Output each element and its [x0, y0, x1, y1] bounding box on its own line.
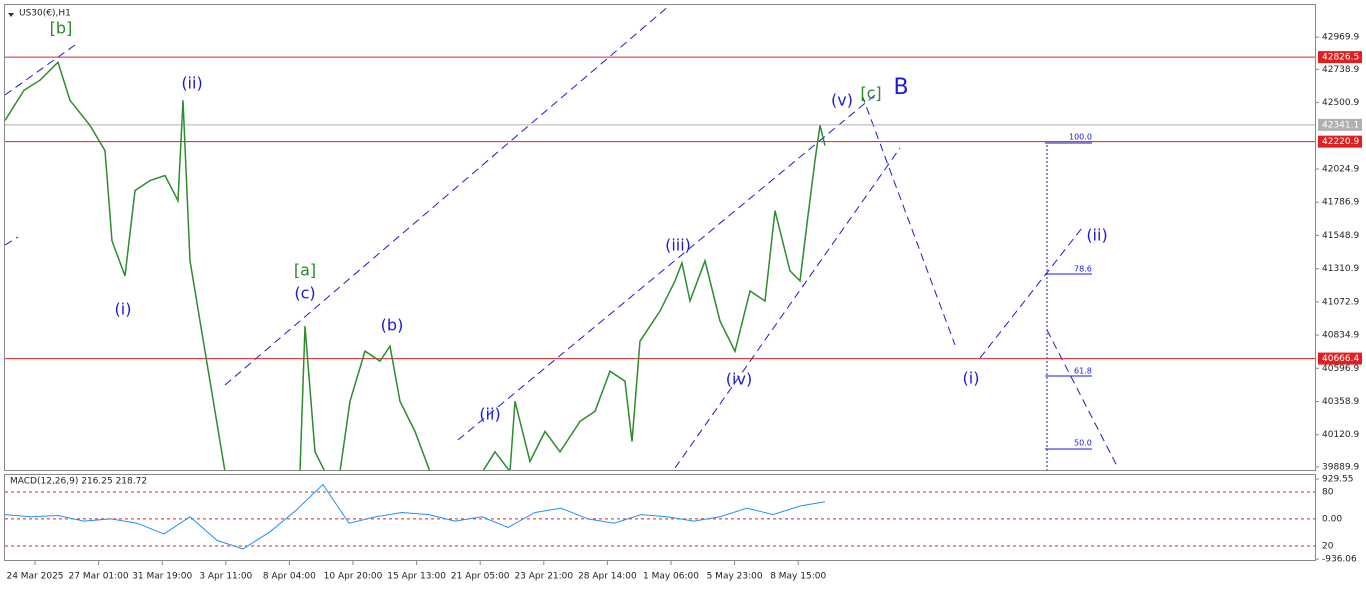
wave-label: [a]	[294, 261, 316, 280]
wave-label: (i)	[115, 300, 132, 319]
x-tick-label: 24 Mar 2025	[6, 572, 63, 582]
macd-level-label: 80	[1322, 488, 1334, 498]
level-badge	[1318, 51, 1362, 64]
macd-tick-label: 929.55	[1322, 475, 1354, 485]
y-tick-label: 42738.9	[1322, 65, 1359, 75]
level-label: 42826.5	[1322, 53, 1359, 63]
wave-label: (iv)	[726, 370, 752, 389]
price-plot	[5, 56, 1315, 470]
price-line	[5, 60, 826, 470]
fib-label: 61.8	[1074, 367, 1092, 376]
level-badge	[1318, 135, 1362, 148]
macd-tick-label: 0.00	[1322, 514, 1342, 524]
trendlines	[5, 5, 1119, 470]
x-tick-label: 15 Apr 13:00	[387, 572, 446, 582]
x-tick-label: 3 Apr 11:00	[199, 572, 252, 582]
x-tick-label: 21 Apr 05:00	[451, 572, 510, 582]
y-tick-label: 41072.9	[1322, 297, 1359, 307]
macd-pane	[4, 474, 1316, 561]
macd-level-label: 20	[1322, 542, 1334, 552]
menu-arrow[interactable]	[8, 13, 14, 17]
y-tick-label: 42024.9	[1322, 164, 1359, 174]
symbol: US30(€),H1	[19, 9, 71, 19]
x-tick-label: 31 Mar 19:00	[132, 572, 192, 582]
wave-label: B	[893, 75, 908, 100]
y-tick-label: 40834.9	[1322, 331, 1359, 341]
wave-label: [b]	[50, 19, 73, 38]
y-tick-label: 40596.9	[1322, 364, 1359, 374]
macd-tick-label: -936.06	[1322, 555, 1357, 565]
y-tick-label: 40120.9	[1322, 430, 1359, 440]
wave-label: (iii)	[665, 236, 691, 255]
wave-label: (c)	[294, 284, 315, 303]
level-label: 42220.9	[1322, 137, 1359, 147]
fib-label: 50.0	[1074, 439, 1092, 448]
x-tick-label: 8 May 15:00	[770, 572, 826, 582]
wave-label: (ii)	[181, 74, 202, 93]
wave-label: [c]	[860, 84, 881, 103]
fib-label: 100.0	[1069, 133, 1092, 142]
x-tick-label: 28 Apr 14:00	[578, 572, 637, 582]
fib-label: 78.6	[1074, 265, 1092, 274]
price-pane	[4, 4, 1316, 471]
macd-title: MACD(12,26,9) 216.25 218.72	[10, 477, 147, 487]
wave-label: (v)	[831, 91, 853, 110]
level-label: 40666.4	[1322, 354, 1359, 364]
y-tick-label: 42969.9	[1322, 33, 1359, 43]
x-tick-label: 5 May 23:00	[707, 572, 763, 582]
wave-label: (ii)	[1086, 226, 1107, 245]
wave-label: (ii)	[479, 405, 500, 424]
y-tick-label: 40358.9	[1322, 397, 1359, 407]
y-tick-label: 41310.9	[1322, 264, 1359, 274]
x-tick-label: 23 Apr 21:00	[514, 572, 573, 582]
level-label: 42341.1	[1322, 120, 1359, 130]
wave-label: (i)	[963, 369, 980, 388]
wave-label: (b)	[381, 316, 404, 335]
level-badge	[1318, 352, 1362, 365]
x-tick-label: 10 Apr 20:00	[324, 572, 383, 582]
y-tick-label: 42500.9	[1322, 98, 1359, 108]
x-tick-label: 27 Mar 01:00	[69, 572, 129, 582]
macd-line	[5, 483, 826, 550]
y-tick-label: 39889.9	[1322, 462, 1359, 472]
level-badge	[1318, 118, 1362, 131]
macd-plot	[5, 483, 826, 550]
y-tick-label: 41548.9	[1322, 231, 1359, 241]
x-tick-label: 1 May 06:00	[643, 572, 699, 582]
x-tick-label: 8 Apr 04:00	[263, 572, 316, 582]
y-tick-label: 41786.9	[1322, 198, 1359, 208]
